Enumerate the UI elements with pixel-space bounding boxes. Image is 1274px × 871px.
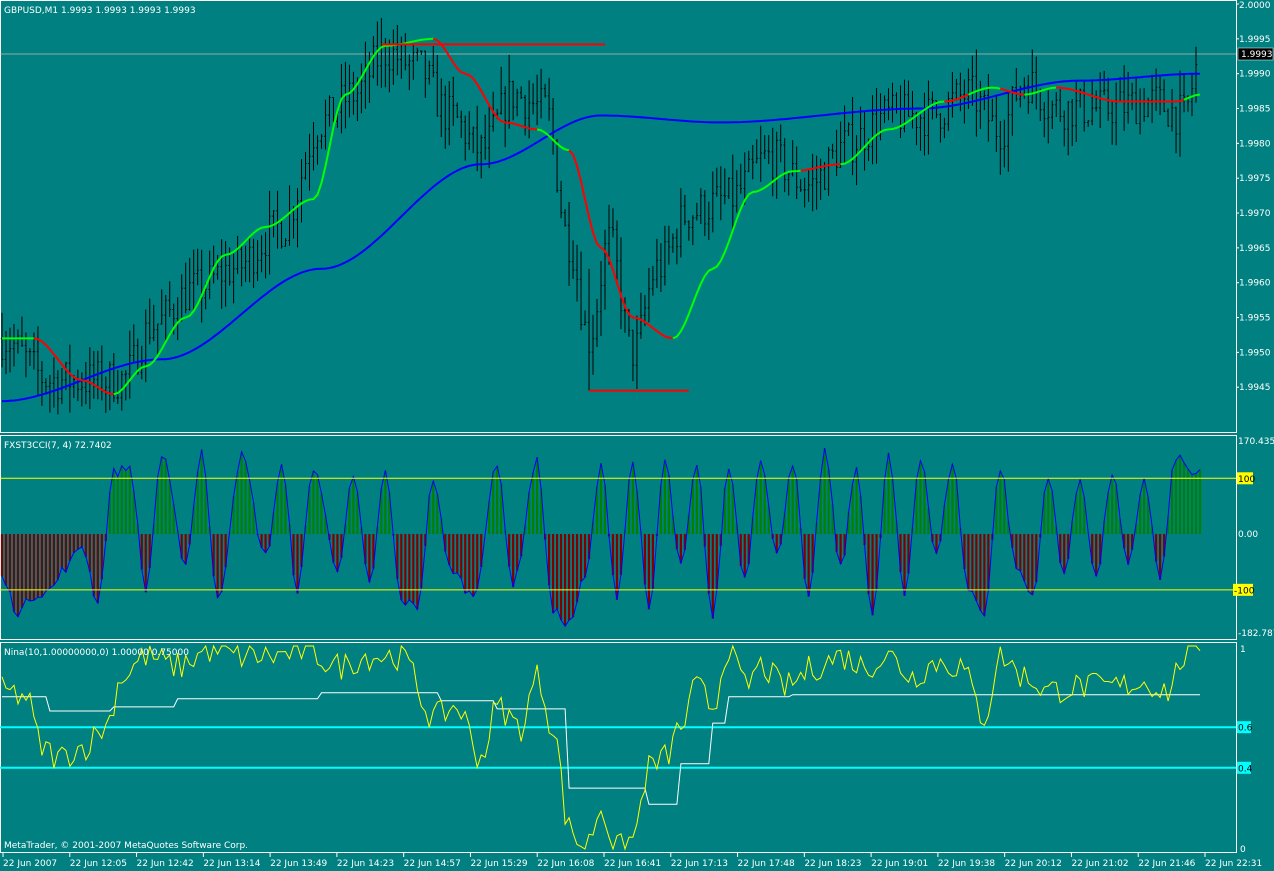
time-tick-label: 22 Jun 20:12 bbox=[1005, 859, 1062, 869]
nina-indicator-pane[interactable]: 0.6 0.4 bbox=[0, 644, 1253, 851]
fast-ma-up-segment bbox=[1183, 93, 1201, 101]
time-tick-label: 22 Jun 16:41 bbox=[604, 859, 661, 869]
price-tick-label: 1.9975 bbox=[1239, 174, 1271, 184]
main-pane-title: GBPUSD,M1 1.9993 1.9993 1.9993 1.9993 bbox=[4, 6, 196, 16]
price-tick-label: 1.9955 bbox=[1239, 314, 1271, 324]
time-tick-label: 22 Jun 14:23 bbox=[337, 859, 394, 869]
time-tick-label: 22 Jun 13:49 bbox=[270, 859, 327, 869]
cci-pane-title: FXST3CCI(7, 4) 72.7402 bbox=[4, 441, 112, 451]
cci-pane-frame bbox=[0, 435, 1237, 640]
time-tick-label: 22 Jun 16:08 bbox=[537, 859, 594, 869]
copyright-text: MetaTrader, © 2001-2007 MetaQuotes Softw… bbox=[4, 841, 248, 851]
time-tick-label: 22 Jun 17:48 bbox=[738, 859, 795, 869]
nina-level-label: 0.4 bbox=[1238, 764, 1253, 774]
price-tick-label: 1.9945 bbox=[1239, 383, 1271, 393]
fast-ma-down-segment bbox=[432, 37, 538, 131]
time-tick-label: 22 Jun 17:13 bbox=[671, 859, 728, 869]
price-tick-label: 1.9980 bbox=[1239, 139, 1271, 149]
price-tick-label: 1.9990 bbox=[1239, 70, 1271, 80]
slow-ma-line bbox=[2, 72, 1200, 403]
price-tick-label: 1.9950 bbox=[1239, 348, 1271, 358]
time-tick-label: 22 Jun 19:01 bbox=[871, 859, 928, 869]
fast-ma-up-segment bbox=[967, 86, 1001, 96]
price-tick-label: 1.9995 bbox=[1239, 35, 1271, 45]
price-tick-label: 1.9960 bbox=[1239, 279, 1271, 289]
price-tick-label: 1.9970 bbox=[1239, 209, 1271, 219]
cci-level-label: -100 bbox=[1234, 586, 1255, 596]
fast-ma-up-segment bbox=[113, 37, 434, 396]
time-tick-label: 22 Jun 19:38 bbox=[938, 859, 995, 869]
current-price-marker bbox=[1237, 47, 1274, 61]
cci-level-label: 100 bbox=[1238, 475, 1255, 485]
time-tick-label: 22 Jun 13:14 bbox=[203, 859, 260, 869]
cci-indicator-pane[interactable]: 100 -100 bbox=[0, 447, 1255, 628]
time-tick-label: 22 Jun 15:29 bbox=[470, 859, 527, 869]
fast-ma-down-segment bbox=[944, 93, 969, 103]
nina-signal-line bbox=[2, 692, 1200, 805]
cci-tick-label: -182.787 bbox=[1238, 629, 1274, 639]
nina-level-label: 0.6 bbox=[1238, 724, 1253, 734]
nina-main-line bbox=[1, 644, 1201, 851]
fast-ma-up-segment bbox=[536, 128, 570, 152]
nina-level-tag bbox=[1237, 721, 1251, 734]
fast-ma-up-segment bbox=[840, 100, 945, 166]
fast-ma-up-segment bbox=[672, 169, 801, 340]
cci-level-tag bbox=[1237, 472, 1253, 485]
nina-pane-title: Nina(10,1.00000000,0) 1.00000 0.75000 bbox=[4, 648, 189, 658]
price-tick-label: 1.9985 bbox=[1239, 105, 1271, 115]
nina-tick-label: 1 bbox=[1240, 645, 1246, 655]
time-tick-label: 22 Jun 22:31 bbox=[1205, 859, 1262, 869]
cci-tick-label: 0.00 bbox=[1238, 530, 1258, 540]
price-tick-label: 1.9965 bbox=[1239, 244, 1271, 254]
main-price-pane[interactable] bbox=[0, 17, 1201, 415]
current-price-label: 1.9993 bbox=[1241, 50, 1273, 60]
price-tick-label: 2.0000 bbox=[1239, 1, 1271, 11]
time-tick-label: 22 Jun 12:05 bbox=[70, 859, 127, 869]
main-pane-frame bbox=[0, 0, 1237, 433]
time-tick-label: 22 Jun 21:46 bbox=[1138, 859, 1195, 869]
fast-ma-down-segment bbox=[1000, 87, 1025, 96]
nina-tick-label: 0 bbox=[1240, 845, 1246, 855]
cci-tick-label: 170.435 bbox=[1238, 437, 1274, 447]
fast-ma-down-segment bbox=[568, 149, 674, 340]
time-tick-label: 22 Jun 21:02 bbox=[1071, 859, 1128, 869]
time-tick-label: 22 Jun 2007 bbox=[3, 859, 57, 869]
fast-ma-down-segment bbox=[33, 337, 114, 396]
time-tick-label: 22 Jun 14:57 bbox=[404, 859, 461, 869]
nina-pane-frame bbox=[0, 642, 1237, 853]
cci-line bbox=[1, 447, 1201, 628]
cci-level-tag bbox=[1233, 583, 1253, 596]
fast-ma-down-segment bbox=[1056, 86, 1185, 103]
time-tick-label: 22 Jun 18:23 bbox=[804, 859, 861, 869]
nina-level-tag bbox=[1237, 761, 1251, 774]
time-tick-label: 22 Jun 12:42 bbox=[137, 859, 194, 869]
fast-ma-up-segment bbox=[1024, 86, 1057, 96]
fast-ma-down-segment bbox=[800, 163, 841, 172]
